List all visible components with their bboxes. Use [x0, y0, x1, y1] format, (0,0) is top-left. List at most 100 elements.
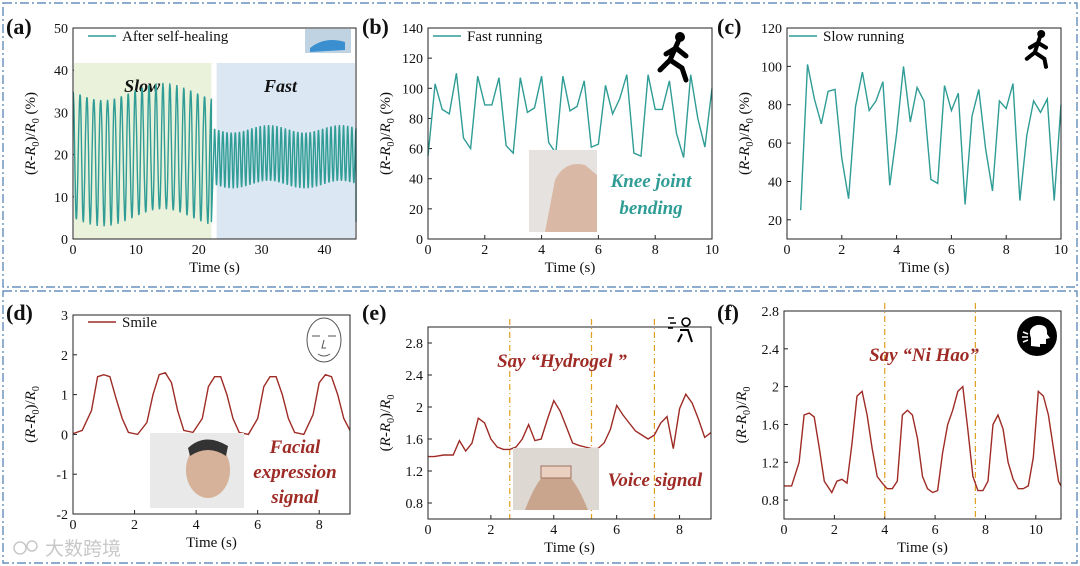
watermark-text: 大数跨境	[45, 538, 121, 560]
panel-c: 0 2 4 6 8 10 20 40 60 80 100 120 Time (s) (R-R0)/R0 (…	[717, 14, 1068, 276]
panel-a: 0 10 20 30 40 0 10 20 30 40 50 Time (s) (R-R0)/R0 (%…	[6, 14, 357, 276]
bottom-frame	[2, 290, 1078, 564]
panel-label: (a)	[6, 14, 32, 39]
y-tick-label: 2.8	[406, 337, 424, 352]
panel-f: 0 2 4 6 8 10 0.8 1.2 1.6 2 2.4 2.8 Time (s) (R-R0)/R0…	[717, 300, 1062, 556]
x-tick-label: 4	[893, 243, 900, 258]
y-tick-label: 20	[409, 203, 423, 218]
y-tick-label: 120	[402, 52, 423, 67]
y-tick-label: -2	[56, 508, 68, 523]
y-tick-label: 40	[409, 173, 423, 188]
series-line	[72, 371, 351, 436]
runner-icon	[1024, 30, 1049, 69]
y-tick-label: 10	[54, 191, 68, 206]
speaking-head-icon	[1017, 316, 1057, 356]
speaker-head	[681, 317, 691, 327]
panel-label: (e)	[362, 300, 386, 325]
y-tick-label: 60	[409, 143, 423, 158]
plot-frame	[786, 27, 1062, 240]
y-axis-label: (R-R0)/R0	[378, 395, 397, 452]
x-tick-label: 0	[784, 243, 791, 258]
x-tick-label: 10	[705, 243, 719, 258]
y-tick-label: 1	[61, 389, 68, 404]
y-axis-label: (R-R0)/R0 (%)	[378, 92, 397, 175]
head-icon-profile	[1029, 324, 1050, 347]
annotation: Say “Hydrogel ”	[497, 351, 627, 372]
runner-body	[657, 39, 689, 83]
y-tick-label: 0	[416, 233, 423, 248]
x-tick-label: 0	[425, 523, 432, 538]
panel-e: 0 2 4 6 8 0.8 1.2 1.6 2 2.4 2.8 Time (s) (R-R0)/R0 (e…	[362, 300, 712, 556]
x-tick-label: 0	[425, 243, 432, 258]
x-tick-label: 0	[70, 518, 77, 533]
y-tick-label: 2	[772, 381, 779, 396]
y-tick-label: 2.8	[762, 305, 780, 320]
head-icon-sound	[1022, 331, 1029, 343]
plot-frame	[427, 27, 713, 240]
x-tick-label: 4	[193, 518, 200, 533]
y-tick-label: 3	[61, 309, 68, 324]
throat-sensor	[540, 465, 572, 479]
y-tick-label: 1.6	[406, 433, 424, 448]
x-tick-label: 8	[652, 243, 659, 258]
face-photo-hair	[188, 439, 228, 456]
annotation: Say “Ni Hao”	[869, 345, 979, 366]
y-tick-label: 0.8	[762, 494, 780, 509]
finger-bending-glove	[310, 40, 345, 52]
x-tick-label: 40	[318, 243, 332, 258]
x-tick-label: 10	[129, 243, 143, 258]
x-tick-label: 4	[881, 523, 888, 538]
y-tick-label: 0	[61, 428, 68, 443]
x-tick-label: 6	[254, 518, 261, 533]
runner-head	[675, 32, 685, 42]
legend-text: Fast running	[467, 29, 543, 45]
x-tick-label: 4	[538, 243, 545, 258]
panel-label: (b)	[362, 14, 389, 39]
annotation-2: Voice signal	[608, 470, 703, 491]
legend-text: Smile	[122, 315, 157, 331]
series-line	[784, 385, 1062, 494]
y-tick-label: 1.2	[406, 465, 424, 480]
panel-label: (f)	[717, 300, 739, 325]
annotation-line1: Facial	[269, 437, 321, 458]
panel-label: (c)	[717, 14, 741, 39]
y-tick-label: 0.8	[406, 497, 424, 512]
speaker-body	[677, 329, 693, 343]
x-axis-label: Time (s)	[899, 260, 950, 276]
y-tick-label: 80	[768, 99, 782, 114]
legend-text: After self-healing	[122, 29, 229, 45]
x-tick-label: 2	[831, 523, 838, 538]
y-tick-label: 140	[402, 22, 423, 37]
series-line	[427, 73, 713, 158]
y-tick-label: 20	[54, 149, 68, 164]
x-tick-label: 8	[316, 518, 323, 533]
annotation-line2: expression	[253, 462, 336, 483]
y-axis-label: (R-R0)/R0	[734, 387, 753, 444]
x-tick-label: 30	[255, 243, 269, 258]
y-tick-label: 100	[402, 82, 423, 97]
x-tick-label: 0	[70, 243, 77, 258]
y-tick-label: 20	[768, 214, 782, 229]
x-tick-label: 6	[932, 523, 939, 538]
speaker-lines	[668, 317, 676, 329]
face-photo-head	[186, 442, 230, 498]
y-tick-label: -1	[56, 468, 68, 483]
x-tick-label: 10	[1054, 243, 1068, 258]
y-axis-label: (R-R0)/R0 (%)	[23, 92, 42, 175]
panel-label: (d)	[6, 300, 33, 325]
series-line	[800, 64, 1062, 211]
x-tick-label: 8	[1003, 243, 1010, 258]
series-line	[72, 82, 357, 227]
x-tick-label: 8	[982, 523, 989, 538]
x-axis-label: Time (s)	[189, 260, 240, 276]
x-tick-label: 6	[595, 243, 602, 258]
x-tick-label: 0	[781, 523, 788, 538]
runner-icon	[657, 32, 689, 83]
annotation-line1: Knee joint	[610, 171, 692, 192]
plot-frame	[72, 314, 351, 515]
y-tick-label: 2	[416, 401, 423, 416]
y-tick-label: 2	[61, 349, 68, 364]
y-tick-label: 2.4	[762, 343, 780, 358]
y-tick-label: 60	[768, 137, 782, 152]
